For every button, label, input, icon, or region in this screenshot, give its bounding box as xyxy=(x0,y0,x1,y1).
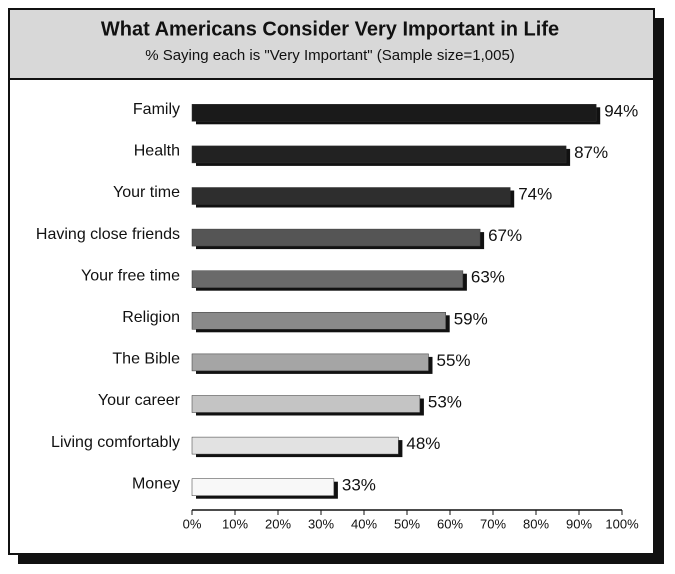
x-tick-label: 70% xyxy=(480,516,506,531)
bar xyxy=(191,478,335,496)
bar xyxy=(191,228,481,247)
y-tick-label: Having close friends xyxy=(36,226,180,243)
chart-title: What Americans Consider Very Important i… xyxy=(101,18,559,40)
x-tick-label: 20% xyxy=(265,516,291,531)
bar xyxy=(191,104,597,122)
x-tick-label: 80% xyxy=(523,516,549,531)
y-tick-label: Money xyxy=(132,475,180,492)
y-tick-label: Your career xyxy=(98,392,181,409)
value-label: 53% xyxy=(428,392,462,411)
x-tick-label: 10% xyxy=(222,516,248,531)
header-band xyxy=(10,10,653,78)
chart-subtitle: % Saying each is "Very Important" (Sampl… xyxy=(145,47,515,64)
value-label: 67% xyxy=(488,226,522,245)
y-tick-label: The Bible xyxy=(112,351,180,368)
value-label: 94% xyxy=(604,101,638,120)
x-tick-label: 50% xyxy=(394,516,420,531)
value-label: 55% xyxy=(437,351,471,370)
value-label: 63% xyxy=(471,268,505,287)
value-label: 59% xyxy=(454,309,488,328)
x-tick-label: 40% xyxy=(351,516,377,531)
x-tick-label: 60% xyxy=(437,516,463,531)
y-tick-label: Religion xyxy=(122,309,180,326)
bar xyxy=(191,270,464,288)
x-tick-label: 30% xyxy=(308,516,334,531)
bar xyxy=(191,353,429,372)
x-tick-label: 90% xyxy=(566,516,592,531)
y-tick-label: Health xyxy=(134,143,180,160)
value-label: 74% xyxy=(518,184,552,203)
bar xyxy=(191,395,421,413)
x-tick-label: 100% xyxy=(605,516,639,531)
y-tick-label: Family xyxy=(133,101,180,118)
x-tick-label: 0% xyxy=(183,516,202,531)
y-tick-label: Living comfortably xyxy=(51,434,180,451)
y-tick-label: Your free time xyxy=(81,267,180,284)
value-label: 33% xyxy=(342,476,376,495)
y-tick-label: Your time xyxy=(113,184,180,201)
bar xyxy=(191,145,567,164)
value-label: 87% xyxy=(574,143,608,162)
bar xyxy=(191,436,399,455)
bar xyxy=(191,312,446,330)
bar xyxy=(191,187,511,205)
value-label: 48% xyxy=(406,434,440,453)
